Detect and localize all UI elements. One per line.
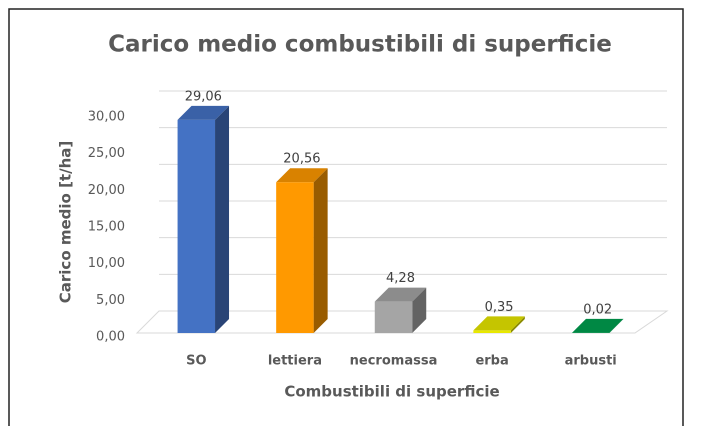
value-label: 20,56 (283, 152, 320, 167)
bar-side (215, 106, 229, 333)
y-tick-label: 15,00 (88, 220, 125, 235)
value-label: 0,02 (583, 302, 612, 317)
value-label: 4,28 (386, 271, 415, 286)
bar-side (314, 168, 328, 333)
x-tick-label: erba (475, 354, 508, 369)
y-tick-label: 0,00 (96, 330, 125, 345)
y-tick-label: 25,00 (88, 146, 125, 161)
y-tick-label: 10,00 (88, 256, 125, 271)
x-tick-label: SO (186, 354, 206, 369)
bar (375, 302, 412, 333)
bar-top (473, 316, 524, 330)
bar (178, 120, 215, 333)
y-tick-label: 20,00 (88, 183, 125, 198)
y-axis-title: Carico medio [t/ha] (57, 141, 75, 303)
bar (276, 182, 313, 333)
x-axis-title: Combustibili di superficie (284, 383, 499, 401)
value-label: 29,06 (185, 89, 222, 104)
y-tick-label: 30,00 (88, 110, 125, 125)
bar-top (572, 319, 623, 333)
x-tick-label: necromassa (350, 354, 438, 369)
y-tick-label: 5,00 (96, 293, 125, 308)
chart-title: Carico medio combustibili di superficie (108, 32, 612, 58)
value-label: 0,35 (485, 300, 514, 315)
bar (473, 330, 510, 333)
x-tick-label: lettiera (268, 354, 322, 369)
x-tick-label: arbusti (565, 354, 617, 369)
